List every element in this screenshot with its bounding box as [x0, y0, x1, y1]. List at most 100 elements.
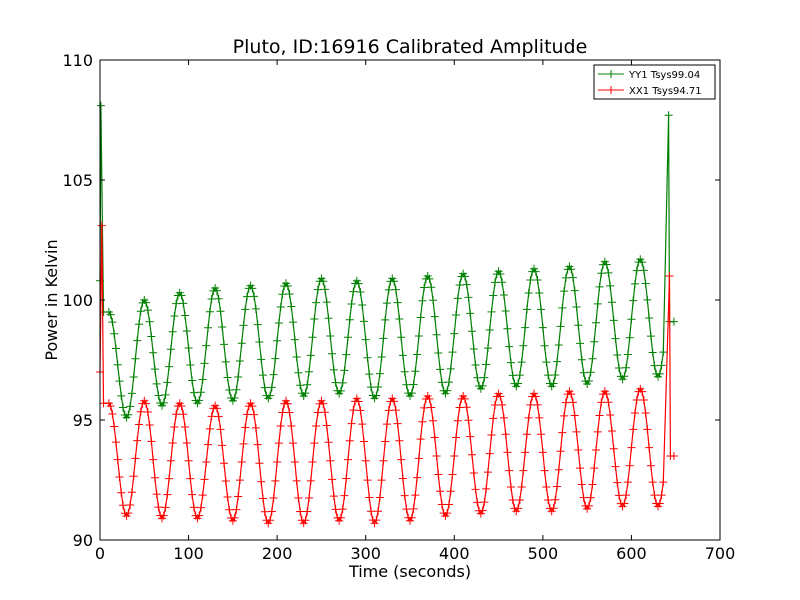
data-point-marker — [420, 283, 429, 292]
data-point-marker — [198, 491, 207, 500]
data-point-marker — [136, 307, 145, 316]
data-point-marker — [119, 403, 128, 412]
data-point-marker — [402, 380, 411, 389]
data-point-marker — [468, 450, 476, 459]
data-point-marker — [243, 410, 252, 419]
data-point-marker — [506, 482, 515, 491]
data-point-marker — [152, 379, 161, 388]
data-point-marker — [397, 455, 406, 464]
data-point-marker — [501, 307, 510, 316]
data-point-marker — [570, 411, 579, 420]
data-point-marker — [430, 433, 439, 442]
data-point-marker — [613, 478, 622, 487]
data-point-marker — [620, 372, 629, 381]
series-markers-0 — [96, 101, 678, 422]
data-point-marker — [407, 389, 416, 398]
data-point-marker — [469, 344, 478, 353]
data-point-marker — [258, 371, 267, 380]
data-point-marker — [96, 101, 105, 110]
data-point-marker — [129, 372, 138, 381]
data-point-marker — [526, 276, 535, 285]
data-point-marker — [115, 377, 124, 386]
data-point-marker — [632, 266, 641, 275]
data-point-marker — [537, 305, 546, 314]
data-point-marker — [648, 478, 657, 487]
data-point-marker — [455, 403, 464, 412]
data-point-marker — [462, 280, 471, 289]
data-point-marker — [643, 295, 652, 304]
data-point-marker — [531, 267, 540, 276]
data-point-marker — [234, 492, 243, 501]
data-point-marker — [434, 348, 443, 357]
data-point-marker — [379, 456, 388, 465]
data-point-marker — [434, 470, 443, 479]
data-point-marker — [597, 398, 606, 407]
data-point-marker — [460, 394, 469, 403]
data-point-marker — [584, 501, 593, 510]
data-point-marker — [200, 359, 209, 368]
data-point-marker — [464, 293, 473, 302]
data-point-marker — [483, 468, 492, 477]
data-point-marker — [650, 491, 659, 500]
data-point-marker — [117, 488, 126, 497]
data-point-marker — [655, 369, 664, 378]
data-point-marker — [648, 348, 657, 357]
data-point-marker — [501, 430, 510, 439]
data-point-marker — [111, 438, 120, 447]
data-point-marker — [312, 298, 321, 307]
x-tick-label: 300 — [350, 544, 381, 563]
data-point-marker — [517, 482, 526, 491]
data-point-marker — [414, 332, 423, 340]
y-tick-label: 90 — [73, 531, 93, 550]
data-point-marker — [574, 446, 583, 454]
data-point-marker — [413, 350, 422, 359]
data-point-marker — [365, 370, 374, 379]
data-point-marker — [349, 406, 358, 415]
data-point-marker — [639, 266, 648, 275]
data-point-marker — [393, 419, 402, 428]
data-point-marker — [182, 439, 191, 448]
data-point-marker — [604, 398, 613, 407]
data-point-marker — [260, 507, 269, 516]
y-axis-ticks: 90 95 100 105 110 — [62, 51, 720, 550]
data-point-marker — [253, 320, 262, 329]
data-point-marker — [234, 373, 243, 382]
data-point-marker — [561, 398, 570, 407]
data-point-marker — [398, 351, 407, 360]
data-point-marker — [258, 494, 267, 503]
data-point-marker — [328, 349, 337, 358]
data-point-marker — [212, 286, 221, 295]
data-point-marker — [150, 365, 159, 374]
data-point-marker — [375, 493, 384, 502]
data-point-marker — [487, 431, 496, 440]
data-point-marker — [576, 464, 585, 473]
data-point-marker — [221, 357, 230, 366]
data-point-marker — [126, 402, 135, 411]
data-point-marker — [659, 348, 668, 357]
data-point-marker — [147, 437, 156, 446]
data-point-marker — [243, 292, 252, 301]
data-point-marker — [301, 389, 310, 398]
data-point-marker — [643, 425, 652, 434]
data-point-marker — [630, 279, 639, 288]
data-point-marker — [592, 446, 600, 454]
data-point-marker — [669, 317, 678, 326]
data-point-marker — [609, 444, 618, 453]
data-point-marker — [480, 498, 489, 507]
x-axis-ticks: 0 100 200 300 400 500 600 700 — [95, 60, 735, 563]
x-tick-label: 200 — [262, 544, 293, 563]
data-point-marker — [255, 338, 264, 346]
data-point-marker — [514, 504, 523, 513]
data-point-marker — [338, 505, 347, 514]
data-point-marker — [269, 493, 278, 502]
data-point-marker — [606, 410, 615, 419]
data-point-marker — [604, 268, 613, 277]
data-point-marker — [303, 507, 312, 516]
data-point-marker — [519, 466, 528, 475]
data-point-marker — [168, 327, 177, 336]
data-point-marker — [182, 326, 191, 335]
data-point-marker — [551, 370, 560, 379]
data-point-marker — [329, 365, 338, 374]
data-point-marker — [241, 305, 250, 314]
data-point-marker — [496, 270, 505, 279]
